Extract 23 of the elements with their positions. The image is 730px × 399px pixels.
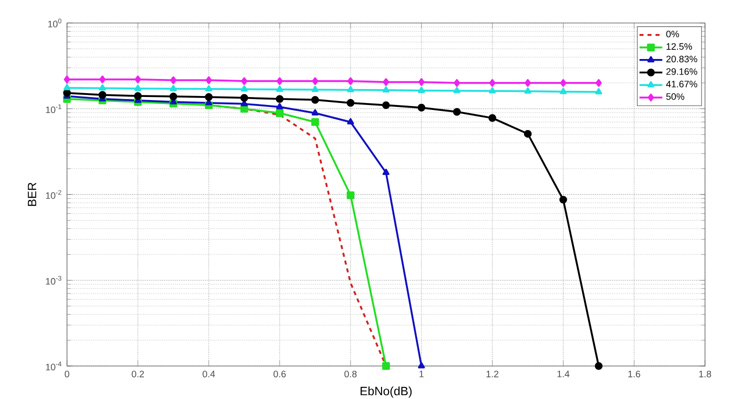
y-tick-label: 10$^{-3}$ <box>46 276 62 285</box>
x-tick-label: 0.6 <box>274 370 286 378</box>
y-axis-title: BER <box>28 182 36 206</box>
x-tick-label: 0.2 <box>132 370 144 378</box>
x-tick-label: 1.6 <box>628 370 640 378</box>
x-tick-label: 0 <box>64 370 70 378</box>
legend-label: 41.67% <box>666 80 698 88</box>
legend-label: 20.83% <box>666 56 698 62</box>
x-axis-title: EbNo(dB) <box>360 386 412 398</box>
legend-label: 29.16% <box>666 68 698 75</box>
x-tick-label: 1.2 <box>486 370 498 378</box>
x-tick-label: 0.8 <box>344 370 357 378</box>
legend-label: 12.5% <box>666 43 692 50</box>
legend-label: 0% <box>666 30 680 38</box>
x-tick-label: 0.4 <box>202 370 215 378</box>
y-tick-label: 10$^{0}$ <box>48 18 62 28</box>
x-tick-label: 1.8 <box>699 370 712 378</box>
y-tick-label: 10$^{-1}$ <box>46 104 62 114</box>
x-tick-label: 1.4 <box>557 370 570 378</box>
legend-label: 50% <box>666 93 684 100</box>
x-tick-label: 1 <box>420 370 424 378</box>
y-tick-label: 10$^{-4}$ <box>46 362 62 370</box>
y-tick-label: 10$^{-2}$ <box>46 190 62 199</box>
